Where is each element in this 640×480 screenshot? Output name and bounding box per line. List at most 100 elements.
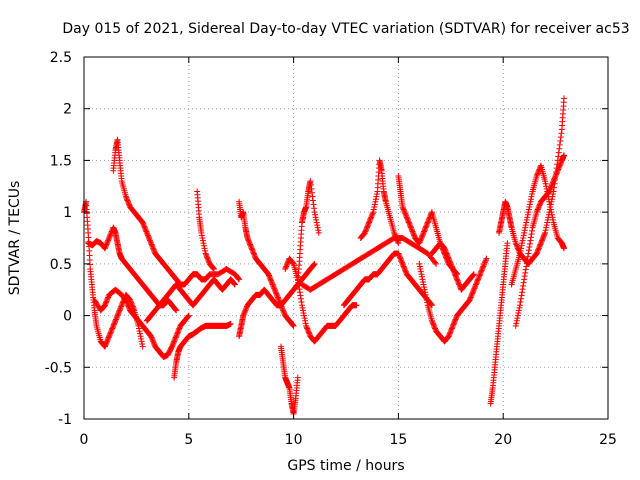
data-point-marker [149,337,156,344]
data-point-marker [144,232,151,239]
grid-lines [84,57,608,419]
data-point-marker [141,223,148,230]
data-point-marker [395,251,402,258]
data-point-marker [204,254,211,261]
data-point-marker [526,203,533,210]
data-point-marker [443,249,450,256]
data-point-marker [401,266,408,273]
data-point-marker [470,286,477,293]
data-point-marker [103,241,110,248]
y-tick-label: -1 [58,412,72,428]
data-point-marker [557,138,564,145]
data-point-marker [122,297,129,304]
series-track-h [236,198,297,329]
data-point-marker [198,229,205,236]
data-point-marker [452,272,459,279]
data-point-marker [416,263,423,270]
data-point-marker [471,284,478,291]
data-point-marker [124,300,131,307]
data-point-marker [149,242,156,249]
data-point-marker [266,273,273,280]
data-point-marker [199,237,206,244]
data-point-marker [537,240,544,247]
data-point-marker [101,302,108,309]
data-point-marker [536,202,543,209]
data-point-marker [518,245,525,252]
data-point-marker [543,224,550,231]
data-point-marker [422,225,429,232]
data-point-marker [280,307,287,314]
data-point-marker [108,326,115,333]
data-point-marker [425,218,432,225]
data-point-marker [365,220,372,227]
data-point-marker [373,191,380,198]
data-point-marker [396,253,403,260]
data-point-marker [109,324,116,331]
data-point-marker [117,304,124,311]
data-point-marker [548,181,555,188]
data-point-marker [423,297,430,304]
data-point-marker [543,183,550,190]
data-point-marker [515,307,522,314]
data-point-marker [392,232,399,239]
data-point-marker [267,275,274,282]
data-point-marker [448,326,455,333]
data-point-marker [105,334,112,341]
data-point-marker [534,207,541,214]
data-point-marker [454,276,461,283]
data-point-marker [454,277,461,284]
data-point-marker [558,130,565,137]
data-point-marker [421,286,428,293]
x-axis-ticks: 0 5 10 15 20 25 [80,57,617,448]
data-point-marker [469,272,476,279]
data-point-marker [150,246,157,253]
data-point-marker [417,237,424,244]
data-point-marker [371,203,378,210]
data-point-marker [467,295,474,302]
data-point-marker [102,300,109,307]
data-point-marker [136,325,143,332]
data-point-marker [447,260,454,267]
data-point-marker [418,233,425,240]
data-point-marker [364,223,371,230]
data-point-marker [399,203,406,210]
data-point-marker [110,321,117,328]
data-point-marker [311,205,318,212]
data-point-marker [542,178,549,185]
series-track-n [340,250,435,309]
data-point-marker [411,232,418,239]
data-point-marker [552,172,559,179]
data-point-marker [251,251,258,258]
data-point-marker [526,240,533,247]
data-point-marker [557,160,564,167]
data-point-marker [542,229,549,236]
data-point-marker [106,235,113,241]
data-point-marker [101,245,108,252]
data-point-marker [151,341,158,348]
series-track-s [487,240,511,407]
data-point-marker [145,235,152,241]
data-point-marker [271,285,278,292]
data-point-marker [478,267,485,274]
data-point-marker [297,295,304,302]
data-point-marker [111,320,118,327]
data-point-marker [140,222,147,229]
data-point-marker [525,206,532,213]
data-point-marker [366,218,373,225]
data-point-marker [312,214,319,221]
series-track-b [85,224,180,314]
data-point-marker [553,171,560,178]
data-point-marker [428,301,435,308]
data-point-marker [513,317,520,324]
data-point-marker [200,242,207,249]
data-point-marker [372,198,379,205]
data-point-marker [361,229,368,236]
y-tick-label: -0.5 [45,360,72,376]
data-point-marker [551,176,558,183]
data-point-marker [209,264,216,271]
data-point-marker [519,237,526,244]
data-point-marker [107,232,114,239]
data-point-marker [275,297,282,304]
data-point-marker [305,329,312,336]
data-point-marker [519,286,526,293]
